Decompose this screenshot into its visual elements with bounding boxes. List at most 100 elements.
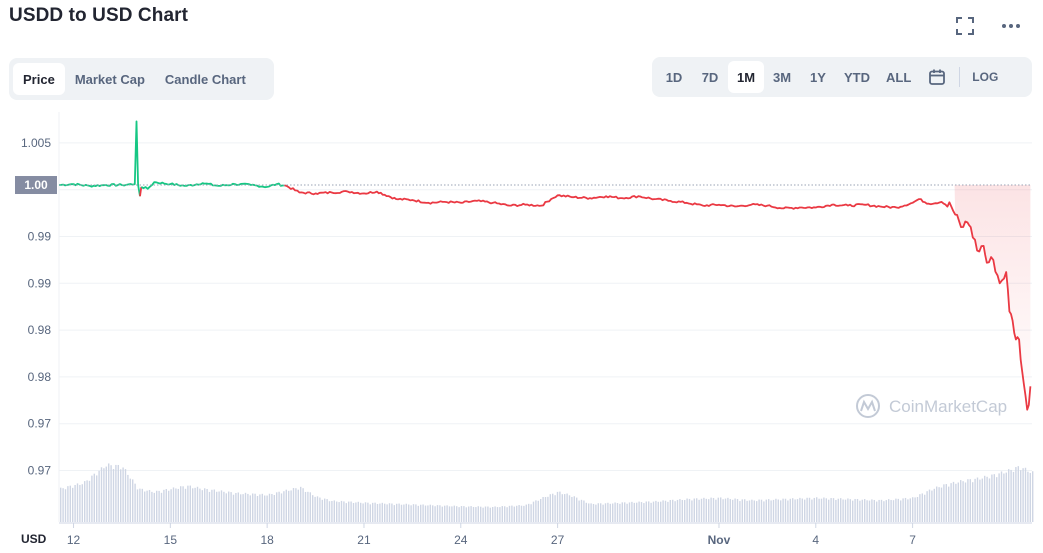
volume-bar (856, 498, 859, 522)
volume-bar (609, 503, 611, 522)
volume-bar (705, 498, 707, 522)
volume-bar (93, 473, 95, 522)
volume-bar (962, 481, 964, 522)
volume-bar (213, 489, 215, 522)
y-tick-label: 0.97 (28, 417, 52, 431)
volume-bar (676, 499, 679, 522)
volume-bar (592, 503, 595, 522)
range-7d[interactable]: 7D (701, 69, 719, 85)
volume-bar (453, 505, 455, 522)
volume-bar (621, 502, 623, 522)
volume-bar (1015, 467, 1017, 522)
volume-bar (818, 498, 820, 522)
volume-bar (1022, 468, 1024, 522)
tab-candle-chart[interactable]: Candle Chart (164, 71, 246, 87)
volume-bar (441, 506, 443, 522)
volume-bar (580, 499, 583, 522)
volume-bar (969, 479, 971, 522)
volume-bar (583, 500, 585, 522)
volume-bar (571, 496, 573, 522)
volume-bar (602, 504, 604, 522)
volume-bar (686, 498, 688, 522)
volume-bar (124, 469, 127, 522)
volume-bar (499, 507, 501, 522)
range-3m[interactable]: 3M (772, 69, 792, 85)
volume-bar (871, 499, 873, 522)
volume-bar (196, 486, 199, 522)
volume-bar (650, 502, 652, 522)
volume-bar (184, 488, 187, 522)
tab-market-cap[interactable]: Market Cap (74, 71, 145, 87)
volume-bar (429, 504, 431, 522)
volume-bar (247, 493, 249, 522)
log-toggle[interactable]: LOG (972, 70, 999, 84)
range-1y[interactable]: 1Y (810, 69, 826, 85)
range-all[interactable]: ALL (886, 69, 912, 85)
volume-bar (62, 488, 64, 522)
volume-bar (528, 503, 530, 522)
volume-bar (278, 491, 280, 522)
volume-bar (172, 487, 175, 522)
volume-bar (763, 501, 765, 522)
watermark-text: CoinMarketCap (889, 397, 1007, 416)
volume-bar (919, 494, 921, 522)
price-line-up (58, 120, 141, 197)
volume-bar (672, 499, 674, 522)
volume-bar (938, 487, 940, 522)
volume-bar (249, 495, 251, 522)
volume-bar (1000, 471, 1003, 522)
volume-bar (811, 499, 813, 522)
volume-bar (1008, 469, 1010, 522)
volume-bar (772, 499, 775, 522)
volume-bar (897, 498, 899, 522)
volume-bar (333, 500, 335, 522)
volume-bar (168, 490, 170, 522)
volume-bar (976, 477, 979, 522)
volume-bar (513, 506, 515, 522)
volume-bar (463, 506, 465, 522)
volume-bar (885, 500, 887, 522)
range-ytd[interactable]: YTD (844, 69, 870, 85)
volume-bar (876, 501, 878, 522)
volume-bar (523, 505, 525, 522)
x-tick-label: 18 (260, 533, 274, 547)
volume-bar (595, 504, 597, 522)
volume-bar (542, 496, 544, 522)
volume-bar (585, 502, 587, 522)
volume-bar (520, 505, 523, 522)
volume-bar (662, 500, 664, 522)
volume-bar (271, 493, 273, 522)
volume-bar (996, 477, 998, 522)
volume-bar (240, 494, 242, 522)
volume-bar (597, 503, 599, 522)
volume-bar (688, 498, 691, 522)
x-tick-label: 7 (909, 533, 916, 547)
volume-bar (326, 499, 328, 522)
volume-bar (285, 489, 287, 522)
volume-bar (722, 499, 724, 522)
volume-bar (283, 491, 285, 522)
volume-bar (964, 482, 967, 522)
tab-price[interactable]: Price (13, 63, 65, 95)
volume-bar (108, 463, 110, 522)
range-1m[interactable]: 1M (728, 61, 764, 93)
volume-bar (638, 501, 640, 522)
volume-bar (710, 497, 712, 522)
volume-bar (518, 505, 520, 522)
fullscreen-icon[interactable] (951, 12, 979, 40)
volume-bar (648, 501, 650, 522)
watermark: CoinMarketCap (856, 394, 1007, 418)
volume-bar (782, 498, 784, 522)
volume-bar (194, 487, 196, 522)
volume-bar (511, 505, 513, 522)
range-1d[interactable]: 1D (665, 69, 683, 85)
volume-bar (674, 501, 676, 522)
calendar-icon[interactable] (919, 61, 955, 93)
volume-bar (943, 484, 945, 522)
more-icon[interactable] (997, 12, 1025, 40)
volume-bar (890, 499, 892, 522)
volume-bar (902, 498, 904, 522)
volume-bar (801, 498, 803, 522)
